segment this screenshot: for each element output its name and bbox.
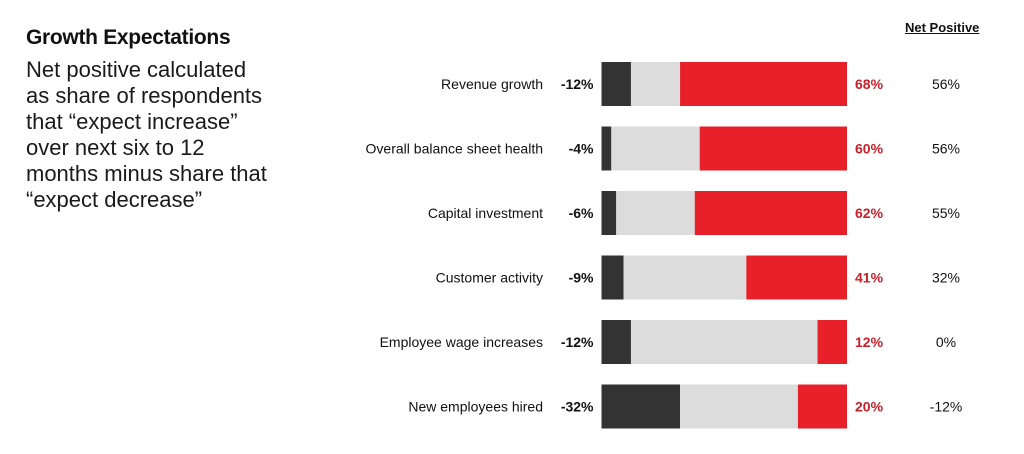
net-positive-header: Net Positive bbox=[905, 20, 980, 35]
bar-neutral bbox=[623, 255, 747, 300]
bar-decrease bbox=[601, 62, 631, 106]
increase-value-label: 20% bbox=[855, 399, 884, 415]
net-positive-value: 55% bbox=[932, 205, 960, 221]
net-positive-value: 0% bbox=[936, 334, 956, 350]
category-label: Employee wage increases bbox=[380, 334, 543, 350]
bar-neutral bbox=[616, 191, 695, 235]
bar-decrease bbox=[601, 191, 617, 235]
category-label: Capital investment bbox=[428, 205, 543, 221]
category-label: Customer activity bbox=[436, 270, 543, 286]
decrease-value-label: -9% bbox=[569, 270, 594, 286]
bar-neutral bbox=[630, 62, 681, 106]
bar-increase bbox=[746, 255, 847, 300]
increase-value-label: 62% bbox=[855, 205, 884, 221]
increase-value-label: 68% bbox=[855, 76, 884, 92]
bar-neutral bbox=[680, 384, 798, 429]
increase-value-label: 12% bbox=[855, 334, 884, 350]
bar-increase bbox=[699, 126, 847, 171]
net-positive-value: 32% bbox=[932, 270, 960, 286]
bar-increase bbox=[694, 191, 847, 235]
chart-title: Growth Expectations bbox=[26, 26, 231, 49]
bar-neutral bbox=[630, 320, 818, 364]
bar-decrease bbox=[601, 384, 681, 429]
decrease-value-label: -32% bbox=[561, 399, 594, 415]
decrease-value-label: -12% bbox=[561, 76, 594, 92]
net-positive-value: 56% bbox=[932, 76, 960, 92]
increase-value-label: 41% bbox=[855, 270, 884, 286]
category-label: New employees hired bbox=[408, 399, 543, 415]
decrease-value-label: -4% bbox=[569, 141, 594, 157]
bar-decrease bbox=[601, 320, 631, 364]
decrease-value-label: -6% bbox=[569, 205, 594, 221]
net-positive-value: -12% bbox=[930, 399, 963, 415]
bar-increase bbox=[680, 62, 847, 106]
bar-neutral bbox=[611, 126, 700, 171]
category-label: Revenue growth bbox=[441, 76, 543, 92]
chart-subtitle: Net positive calculated as share of resp… bbox=[26, 57, 267, 212]
increase-value-label: 60% bbox=[855, 141, 884, 157]
net-positive-value: 56% bbox=[932, 141, 960, 157]
decrease-value-label: -12% bbox=[561, 334, 594, 350]
bar-decrease bbox=[601, 255, 624, 300]
bar-increase bbox=[817, 320, 847, 364]
bar-decrease bbox=[601, 126, 612, 171]
category-label: Overall balance sheet health bbox=[366, 141, 543, 157]
bar-increase bbox=[797, 384, 847, 429]
